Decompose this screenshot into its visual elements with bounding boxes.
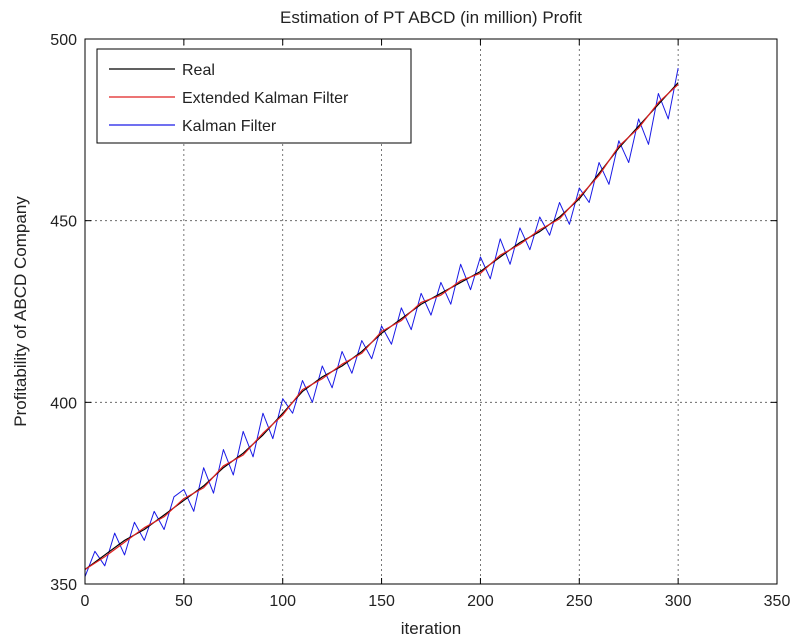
y-tick-label: 400 — [50, 395, 77, 412]
x-tick-label: 150 — [368, 593, 395, 610]
y-tick-label: 450 — [50, 214, 77, 231]
y-axis-label: Profitability of ABCD Company — [11, 196, 30, 427]
x-tick-label: 350 — [764, 593, 791, 610]
series-line-2 — [84, 67, 679, 577]
tick-layer: 0 50 100 150 200 250 300 350 350 400 450 500 — [50, 32, 790, 610]
x-tick-label: 300 — [665, 593, 692, 610]
legend-label: Kalman Filter — [182, 118, 277, 135]
x-tick-label: 250 — [566, 593, 593, 610]
series-line-1 — [84, 83, 679, 570]
legend: Real Extended Kalman Filter Kalman Filter — [96, 48, 412, 144]
legend-box — [96, 48, 412, 144]
series-line-0 — [84, 82, 679, 570]
chart-title: Estimation of PT ABCD (in million) Profi… — [280, 8, 582, 27]
series-layer — [84, 67, 679, 577]
x-axis-label: iteration — [401, 619, 461, 638]
y-tick-label: 500 — [50, 32, 77, 49]
plot-frame — [84, 38, 778, 585]
x-tick-label: 200 — [467, 593, 494, 610]
legend-label: Extended Kalman Filter — [182, 90, 349, 107]
legend-label: Real — [182, 62, 215, 79]
y-tick-label: 350 — [50, 577, 77, 594]
x-tick-label: 100 — [269, 593, 296, 610]
x-tick-label: 0 — [81, 593, 90, 610]
x-tick-label: 50 — [175, 593, 193, 610]
